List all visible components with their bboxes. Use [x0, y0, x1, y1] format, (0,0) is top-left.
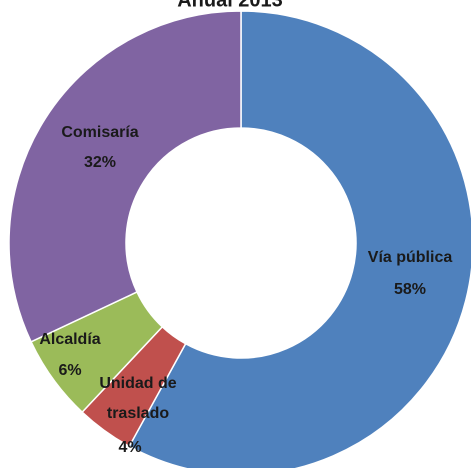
slice-label: Vía pública	[368, 249, 453, 266]
slice-label: Unidad de traslado	[99, 375, 176, 422]
chart-title: Anual 2013	[177, 0, 283, 11]
slice-label: Comisaría	[61, 124, 138, 141]
value-label: 4%	[118, 439, 141, 456]
value-label: 6%	[58, 362, 81, 379]
value-label: 32%	[84, 154, 116, 171]
donut-slice	[128, 10, 471, 468]
slice-label: Alcaldía	[39, 331, 100, 348]
value-label: 58%	[394, 281, 426, 298]
donut-slice	[8, 10, 242, 343]
